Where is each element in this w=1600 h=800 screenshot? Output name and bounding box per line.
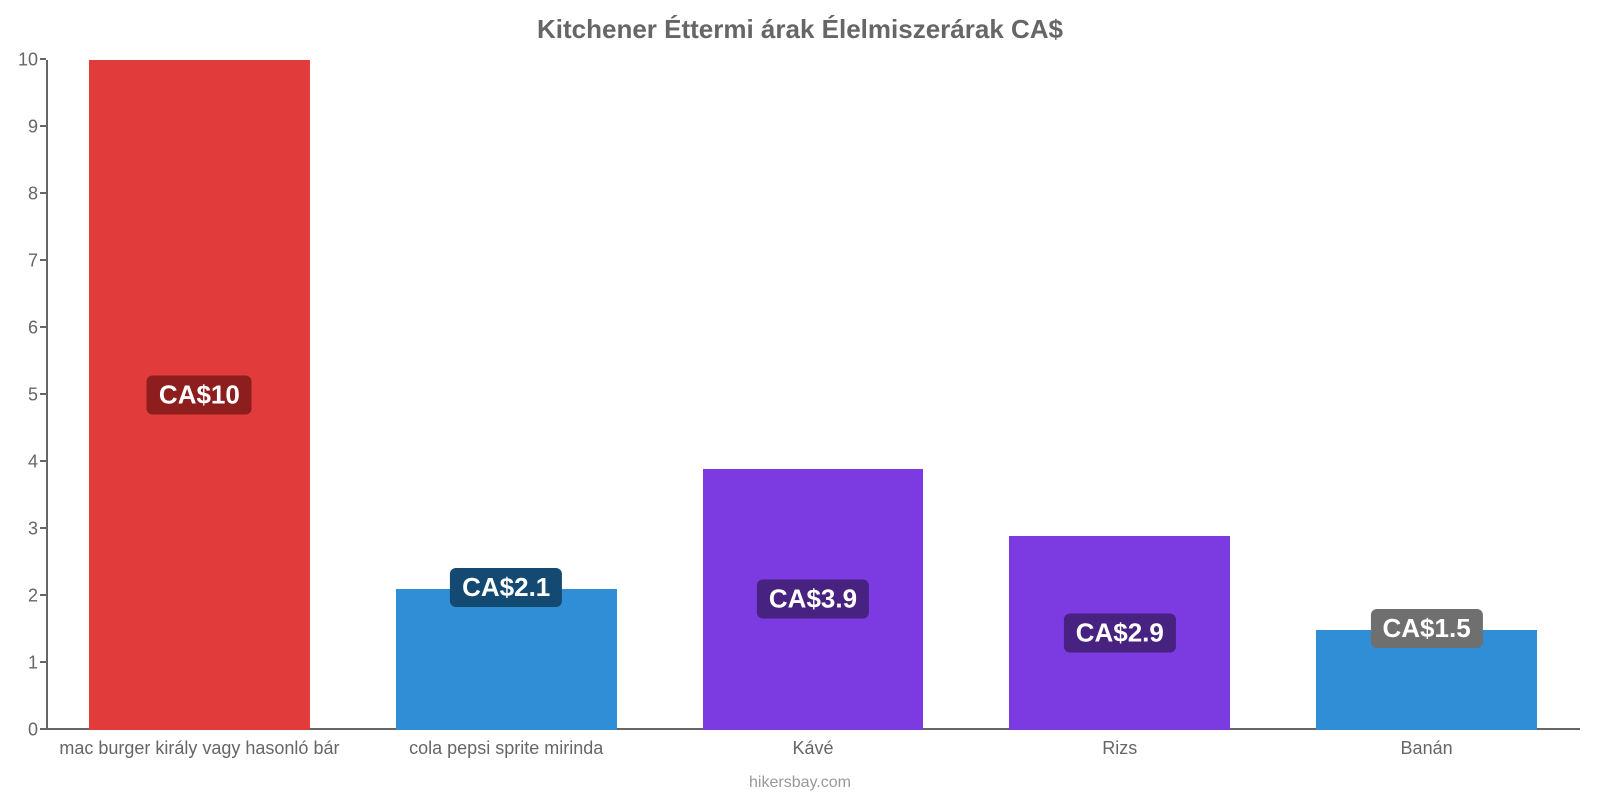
- x-tick-label: mac burger király vagy hasonló bár: [59, 738, 339, 759]
- y-tick-mark: [40, 460, 46, 462]
- y-tick-label: 0: [28, 720, 38, 741]
- bar-slot: CA$3.9Kávé: [660, 60, 967, 730]
- bar-slot: CA$2.9Rizs: [966, 60, 1273, 730]
- bar: CA$2.1: [396, 589, 617, 730]
- x-tick-label: Banán: [1401, 738, 1453, 759]
- x-tick-label: Kávé: [792, 738, 833, 759]
- chart-credit: hikersbay.com: [0, 774, 1600, 792]
- bars-container: CA$10mac burger király vagy hasonló bárC…: [46, 60, 1580, 730]
- bar-value-label: CA$2.1: [450, 568, 562, 607]
- y-tick-mark: [40, 594, 46, 596]
- y-tick-label: 2: [28, 586, 38, 607]
- bar-value-label: CA$3.9: [757, 580, 869, 619]
- plot-area: CA$10mac burger király vagy hasonló bárC…: [46, 60, 1580, 730]
- y-tick-label: 4: [28, 452, 38, 473]
- y-tick-mark: [40, 192, 46, 194]
- bar-value-label: CA$1.5: [1371, 609, 1483, 648]
- x-tick-label: cola pepsi sprite mirinda: [409, 738, 603, 759]
- bar: CA$1.5: [1316, 630, 1537, 731]
- y-tick-label: 1: [28, 653, 38, 674]
- y-tick-label: 9: [28, 117, 38, 138]
- y-tick-label: 7: [28, 251, 38, 272]
- y-tick-mark: [40, 259, 46, 261]
- y-tick-mark: [40, 527, 46, 529]
- bar: CA$3.9: [703, 469, 924, 730]
- y-tick-mark: [40, 58, 46, 60]
- bar: CA$10: [89, 60, 310, 730]
- y-tick-mark: [40, 326, 46, 328]
- y-tick-label: 10: [18, 50, 38, 71]
- bar-slot: CA$1.5Banán: [1273, 60, 1580, 730]
- y-tick-mark: [40, 661, 46, 663]
- bar-slot: CA$10mac burger király vagy hasonló bár: [46, 60, 353, 730]
- chart-title: Kitchener Éttermi árak Élelmiszerárak CA…: [0, 14, 1600, 45]
- y-tick-label: 3: [28, 519, 38, 540]
- y-tick-label: 8: [28, 184, 38, 205]
- y-tick-label: 6: [28, 318, 38, 339]
- y-tick-label: 5: [28, 385, 38, 406]
- bar: CA$2.9: [1009, 536, 1230, 730]
- bar-value-label: CA$2.9: [1064, 613, 1176, 652]
- y-tick-mark: [40, 125, 46, 127]
- y-tick-mark: [40, 728, 46, 730]
- bar-value-label: CA$10: [147, 376, 252, 415]
- bar-slot: CA$2.1cola pepsi sprite mirinda: [353, 60, 660, 730]
- price-bar-chart: Kitchener Éttermi árak Élelmiszerárak CA…: [0, 0, 1600, 800]
- y-tick-mark: [40, 393, 46, 395]
- x-tick-label: Rizs: [1102, 738, 1137, 759]
